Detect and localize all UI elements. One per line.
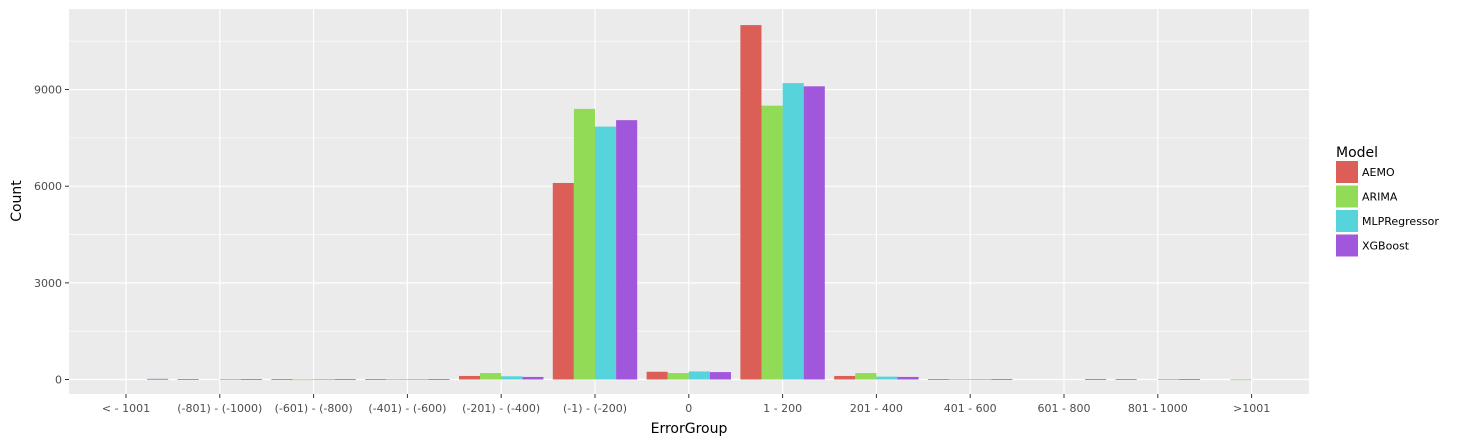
bar-arima (480, 373, 502, 380)
legend-swatch-arima (1336, 185, 1358, 208)
bar-mlpregressor (407, 379, 429, 380)
bar-aemo (834, 375, 856, 380)
bar-aemo (646, 371, 668, 380)
x-tick-label: (-1) - (-200) (563, 402, 627, 415)
bar-arima (1230, 379, 1252, 381)
bar-arima (761, 105, 783, 380)
bar-mlpregressor (782, 83, 804, 380)
legend-label-xgboost: XGBoost (1362, 240, 1410, 253)
x-tick-label: 201 - 400 (850, 402, 903, 415)
bar-mlpregressor (219, 379, 241, 380)
x-tick-label: 0 (685, 402, 692, 415)
bar-mlpregressor (595, 126, 617, 380)
bar-arima (573, 108, 595, 380)
bar-aemo (177, 379, 199, 380)
x-tick-label: 401 - 600 (944, 402, 997, 415)
legend-label-mlpregressor: MLPRegressor (1362, 215, 1439, 228)
x-tick-label: (-801) - (-1000) (177, 402, 262, 415)
x-tick-label: (-601) - (-800) (275, 402, 353, 415)
bar-xgboost (1085, 379, 1107, 380)
legend-title: Model (1336, 145, 1378, 161)
y-tick-label: 6000 (34, 180, 62, 193)
legend-label-arima: ARIMA (1362, 191, 1398, 204)
bar-mlpregressor (970, 379, 992, 380)
x-tick-label: (-201) - (-400) (462, 402, 540, 415)
bar-xgboost (147, 378, 169, 380)
bar-aemo (740, 25, 762, 380)
x-tick-label: 801 - 1000 (1128, 402, 1188, 415)
bar-mlpregressor (313, 379, 335, 380)
bar-xgboost (428, 379, 450, 380)
bar-xgboost (1178, 379, 1201, 380)
legend-swatch-xgboost (1336, 234, 1358, 257)
bar-xgboost (803, 86, 825, 380)
y-axis-ticks: 0 3000 6000 9000 (34, 84, 69, 387)
bar-xgboost (709, 372, 732, 380)
bar-xgboost (522, 376, 544, 380)
bar-xgboost (616, 120, 638, 380)
bars (147, 25, 1252, 381)
legend: Model AEMO ARIMA MLPRegressor XGBoost (1336, 145, 1439, 257)
bar-xgboost (991, 379, 1013, 380)
bar-aemo (365, 379, 387, 380)
x-tick-label: >1001 (1233, 402, 1270, 415)
bar-mlpregressor (501, 376, 523, 380)
bar-aemo (458, 375, 481, 380)
bar-aemo (552, 182, 574, 380)
bar-aemo (1115, 379, 1137, 380)
bar-arima (855, 373, 877, 380)
legend-label-aemo: AEMO (1362, 166, 1395, 179)
bar-mlpregressor (688, 371, 710, 380)
x-tick-label: 1 - 200 (763, 402, 802, 415)
legend-swatch-mlpregressor (1336, 210, 1358, 232)
bar-arima (667, 373, 689, 380)
legend-swatch-aemo (1336, 161, 1358, 183)
bar-mlpregressor (1157, 379, 1179, 380)
bar-arima (386, 379, 408, 380)
y-tick-label: 9000 (34, 84, 62, 97)
bar-aemo (927, 379, 950, 380)
x-axis-ticks: < - 1001 (-801) - (-1000) (-601) - (-800) (… (102, 394, 1270, 415)
major-gridlines (69, 9, 1309, 394)
x-tick-label: (-401) - (-600) (368, 402, 446, 415)
bar-arima (292, 379, 314, 381)
y-tick-label: 0 (55, 374, 62, 387)
y-axis-title: Count (9, 180, 25, 222)
bar-mlpregressor (876, 376, 898, 380)
x-axis-title: ErrorGroup (651, 421, 728, 437)
bar-xgboost (240, 379, 263, 380)
x-tick-label: 601 - 800 (1038, 402, 1091, 415)
bar-xgboost (897, 376, 919, 380)
bar-aemo (271, 379, 293, 380)
bar-arima (949, 379, 971, 380)
y-tick-label: 3000 (34, 277, 62, 290)
x-tick-label: < - 1001 (102, 402, 150, 415)
bar-xgboost (334, 379, 356, 380)
